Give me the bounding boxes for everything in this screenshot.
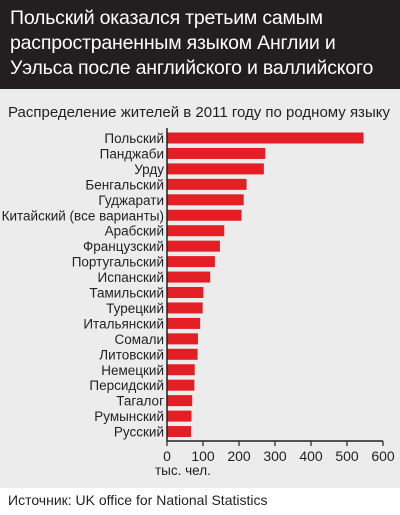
bar <box>167 379 195 391</box>
category-label: Бенгальский <box>85 177 164 192</box>
bar <box>167 132 364 144</box>
x-tick-label: 200 <box>227 448 251 464</box>
category-label: Польский <box>104 131 164 146</box>
source-text: Источник: UK office for National Statist… <box>8 492 268 508</box>
x-tick-label: 600 <box>371 448 395 464</box>
x-tick-label: 300 <box>263 448 287 464</box>
category-label: Португальский <box>72 255 164 270</box>
category-label: Персидский <box>89 378 164 393</box>
category-label: Тагалог <box>116 394 164 409</box>
bar <box>167 426 192 438</box>
bar <box>167 317 201 329</box>
page-header: Польский оказался третьим самым распрост… <box>0 0 400 89</box>
bar <box>167 256 215 268</box>
bar <box>167 194 244 206</box>
bar <box>167 240 220 252</box>
x-axis-label: тыс. чел. <box>155 463 211 478</box>
bar <box>167 395 193 407</box>
category-label: Китайский (все варианты) <box>2 208 164 223</box>
bar <box>167 271 211 283</box>
category-label: Итальянский <box>83 316 164 331</box>
category-label: Турецкий <box>106 301 164 316</box>
category-label: Французский <box>83 239 164 254</box>
category-label: Урду <box>134 162 164 177</box>
bar <box>167 225 225 237</box>
x-tick-label: 100 <box>191 448 215 464</box>
x-tick-label: 0 <box>163 448 171 464</box>
category-label: Тамильский <box>89 286 164 301</box>
category-label: Сомали <box>115 332 164 347</box>
bar <box>167 410 192 422</box>
bar <box>167 333 198 345</box>
bar <box>167 147 266 159</box>
bar <box>167 348 198 360</box>
source-footer: Источник: UK office for National Statist… <box>0 488 400 515</box>
category-label: Румынский <box>94 409 164 424</box>
category-label: Панджаби <box>100 146 164 161</box>
category-label: Литовский <box>99 347 164 362</box>
category-label: Арабский <box>105 224 164 239</box>
category-label: Испанский <box>98 270 164 285</box>
page-title: Польский оказался третьим самым распрост… <box>10 7 374 79</box>
bar <box>167 209 242 221</box>
bar <box>167 163 264 175</box>
x-tick-label: 400 <box>299 448 323 464</box>
category-label: Немецкий <box>101 363 164 378</box>
bar <box>167 178 247 190</box>
bar <box>167 364 195 376</box>
category-label: Гуджарати <box>98 193 164 208</box>
chart-title: Распределение жителей в 2011 году по род… <box>8 104 390 121</box>
category-label: Русский <box>114 425 164 440</box>
bar <box>167 302 203 314</box>
x-tick-label: 500 <box>335 448 359 464</box>
bar <box>167 287 204 298</box>
